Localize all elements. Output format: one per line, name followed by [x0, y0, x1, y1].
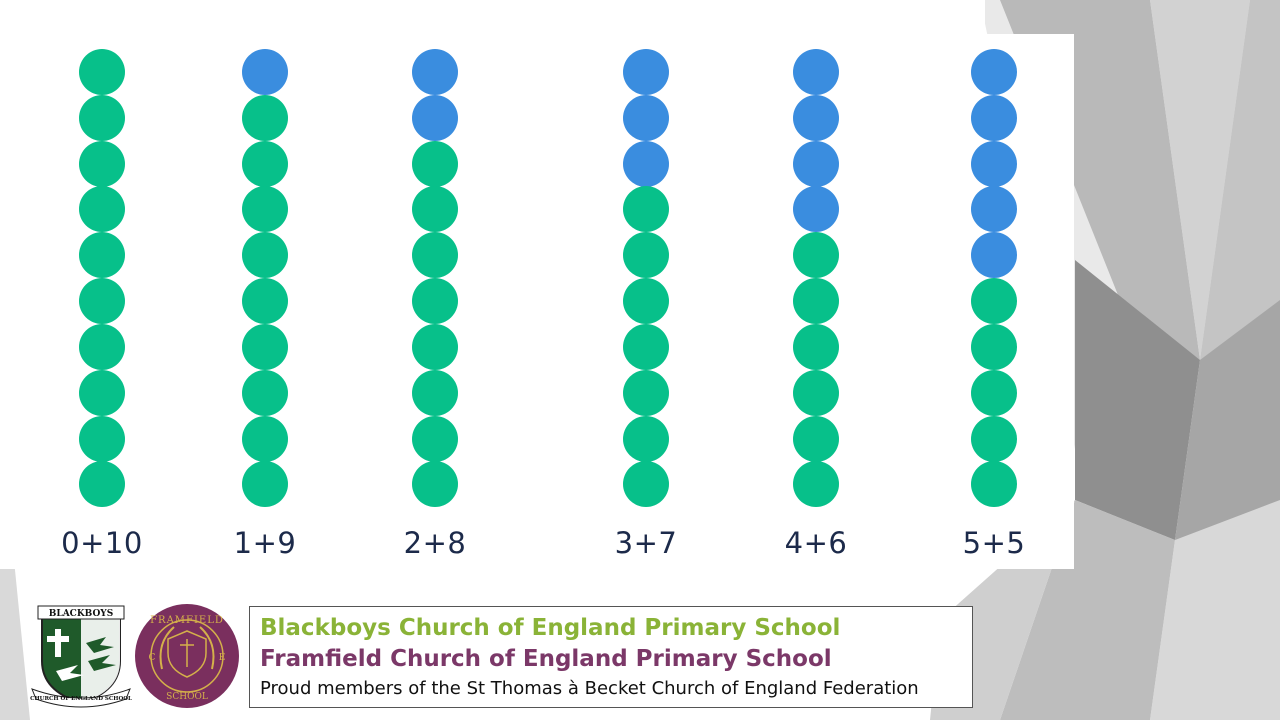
bead-green	[793, 415, 839, 462]
bead-green	[623, 369, 669, 416]
sum-label: 0+10	[61, 526, 143, 560]
bead-green	[971, 461, 1017, 508]
bead-green	[623, 186, 669, 233]
bead-green	[79, 369, 125, 416]
bead-green	[242, 278, 288, 325]
bead-blue	[971, 140, 1017, 187]
bead-green	[623, 415, 669, 462]
federation-text: Proud members of the St Thomas à Becket …	[260, 678, 919, 699]
bead-green	[79, 278, 125, 325]
bead-green	[971, 323, 1017, 370]
bead-blue	[793, 186, 839, 233]
federation-banner: Blackboys Church of England Primary Scho…	[249, 606, 973, 708]
number-bonds-panel	[0, 34, 1074, 569]
bead-blue	[971, 186, 1017, 233]
bead-blue	[971, 232, 1017, 279]
bead-green	[793, 232, 839, 279]
framfield-logo: FRAMFIELD C E SCHOOL	[135, 604, 239, 708]
bead-green	[412, 369, 458, 416]
bead-blue	[971, 49, 1017, 95]
bead-blue	[793, 49, 839, 95]
bead-blue	[623, 140, 669, 187]
bead-green	[79, 415, 125, 462]
sum-label: 3+7	[614, 526, 678, 560]
bead-blue	[971, 94, 1017, 141]
bead-green	[79, 323, 125, 370]
bead-green	[412, 461, 458, 508]
bead-green	[623, 232, 669, 279]
sum-label: 2+8	[403, 526, 467, 560]
bead-green	[623, 461, 669, 508]
svg-text:E: E	[219, 653, 226, 663]
bead-column-3	[412, 49, 458, 508]
bead-column-1	[79, 49, 125, 508]
bead-green	[79, 140, 125, 187]
bead-green	[79, 232, 125, 279]
bead-green	[242, 323, 288, 370]
bead-green	[242, 186, 288, 233]
bead-green	[971, 278, 1017, 325]
bead-blue	[623, 49, 669, 95]
bead-green	[79, 94, 125, 141]
top-strip	[0, 0, 985, 34]
bead-blue	[793, 94, 839, 141]
sum-label: 4+6	[784, 526, 848, 560]
bead-green	[623, 323, 669, 370]
bead-green	[971, 415, 1017, 462]
bead-blue	[242, 49, 288, 95]
bead-green	[623, 278, 669, 325]
bead-green	[971, 369, 1017, 416]
bead-blue	[623, 94, 669, 141]
bead-column-6	[971, 49, 1017, 508]
svg-text:SCHOOL: SCHOOL	[166, 692, 208, 702]
blackboys-school-name: Blackboys Church of England Primary Scho…	[260, 615, 841, 641]
bead-column-5	[793, 49, 839, 508]
sum-label: 1+9	[233, 526, 297, 560]
bead-blue	[793, 140, 839, 187]
bead-column-4	[623, 49, 669, 508]
bead-green	[412, 323, 458, 370]
bead-green	[242, 94, 288, 141]
svg-text:FRAMFIELD: FRAMFIELD	[150, 615, 224, 626]
bead-blue	[412, 49, 458, 95]
bead-green	[242, 415, 288, 462]
bead-blue	[412, 94, 458, 141]
bead-green	[412, 186, 458, 233]
sum-label: 5+5	[962, 526, 1026, 560]
bead-green	[412, 415, 458, 462]
bead-column-2	[242, 49, 288, 508]
svg-text:BLACKBOYS: BLACKBOYS	[49, 609, 113, 619]
framfield-school-name: Framfield Church of England Primary Scho…	[260, 646, 832, 672]
bead-green	[412, 278, 458, 325]
blackboys-logo: BLACKBOYS CHURCH OF ENGLAND SCHOOL	[30, 605, 132, 708]
bead-green	[793, 278, 839, 325]
bead-green	[793, 323, 839, 370]
svg-text:CHURCH OF ENGLAND SCHOOL: CHURCH OF ENGLAND SCHOOL	[30, 696, 132, 702]
bead-green	[242, 369, 288, 416]
bead-green	[242, 140, 288, 187]
bead-green	[793, 369, 839, 416]
bead-green	[79, 461, 125, 508]
svg-text:C: C	[149, 653, 156, 663]
bead-green	[79, 49, 125, 95]
bead-green	[79, 186, 125, 233]
bead-green	[412, 232, 458, 279]
bead-green	[793, 461, 839, 508]
bead-green	[412, 140, 458, 187]
bead-green	[242, 461, 288, 508]
bead-green	[242, 232, 288, 279]
